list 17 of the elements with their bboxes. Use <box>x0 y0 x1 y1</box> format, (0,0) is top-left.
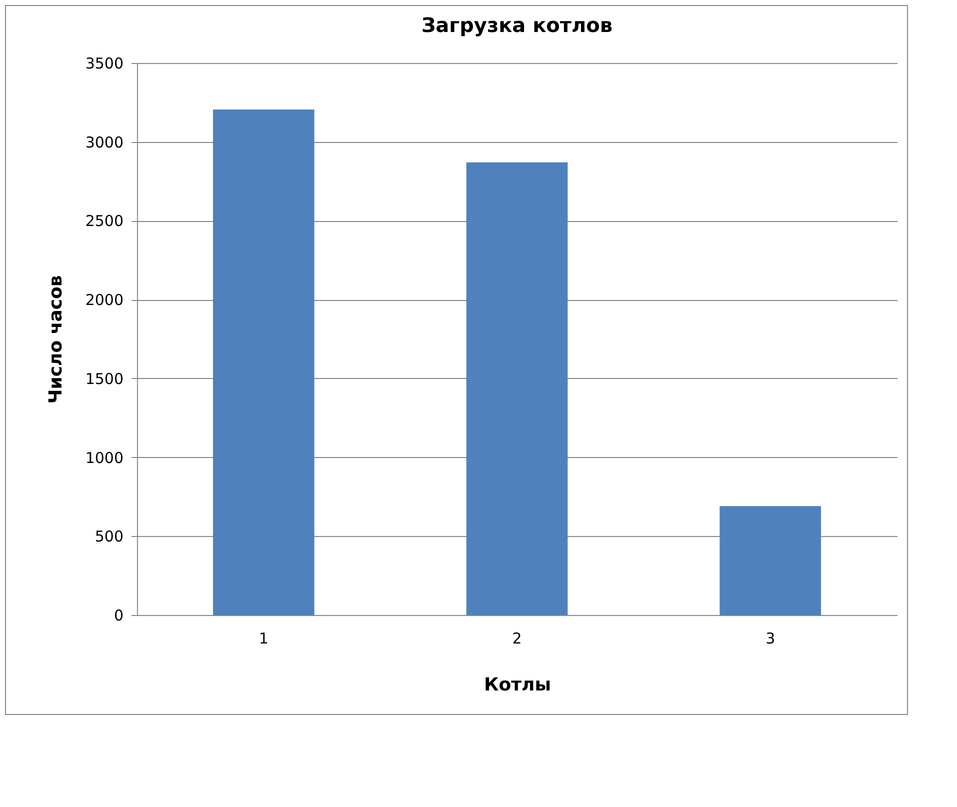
bar <box>466 162 568 615</box>
y-tick-label: 2500 <box>85 212 124 230</box>
y-axis-title: Число часов <box>45 275 66 404</box>
x-tick-label: 1 <box>258 630 268 648</box>
y-tick-label: 3500 <box>85 54 124 72</box>
y-tick-label: 1500 <box>85 370 124 388</box>
y-tick-label: 1000 <box>85 448 124 467</box>
y-tick-label: 2000 <box>85 291 124 310</box>
chart-title: Загрузка котлов <box>421 13 613 37</box>
x-tick-label: 3 <box>766 630 776 648</box>
y-tick-label: 0 <box>114 606 124 624</box>
bar <box>213 110 314 615</box>
y-tick-label: 3000 <box>85 133 124 152</box>
x-axis-title: Котлы <box>484 674 551 696</box>
bar <box>720 506 821 615</box>
y-tick-label: 500 <box>94 528 124 546</box>
x-tick-label: 2 <box>512 630 522 648</box>
